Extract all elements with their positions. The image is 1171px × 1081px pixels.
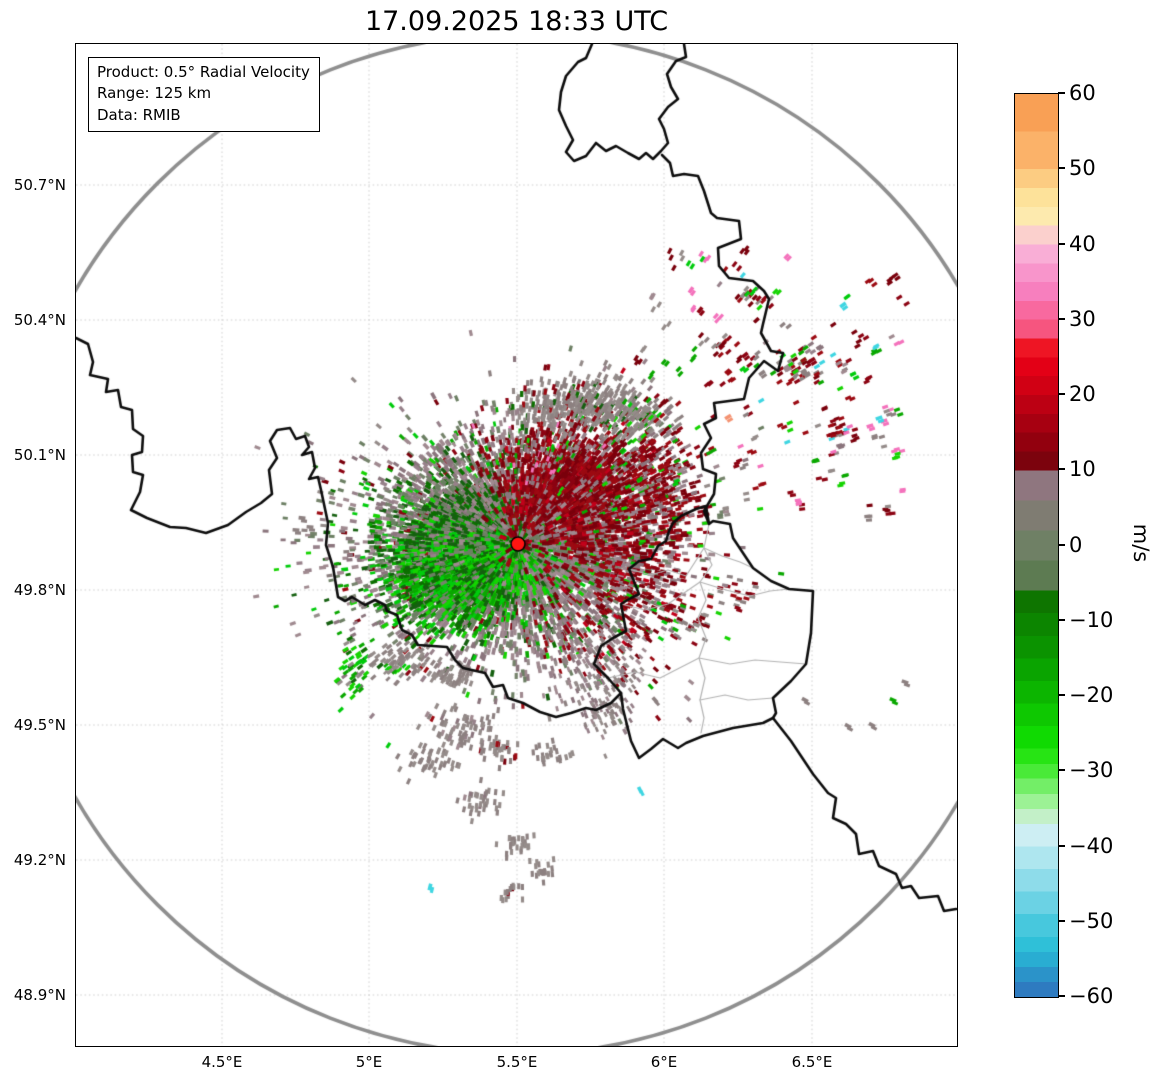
colorbar-tick-label: 20 [1069, 382, 1096, 406]
colorbar-tick-label: 50 [1069, 156, 1096, 181]
colorbar-tick-label: −20 [1069, 683, 1114, 707]
colorbar-tick-mark [1058, 995, 1065, 997]
product-info-box: Product: 0.5° Radial Velocity Range: 125… [88, 57, 320, 132]
colorbar [1014, 93, 1059, 998]
colorbar-tick-mark [1058, 543, 1065, 546]
colorbar-tick-mark [1058, 769, 1065, 772]
colorbar-tick-label: 0 [1069, 532, 1083, 557]
lat-tick-label: 50.7°N [13, 176, 66, 194]
colorbar-tick-label: −40 [1069, 833, 1114, 858]
lat-tick-label: 49.8°N [13, 581, 66, 599]
colorbar-gradient [1015, 94, 1058, 997]
colorbar-tick-label: 60 [1069, 81, 1096, 105]
colorbar-tick-mark [1058, 393, 1065, 395]
lat-tick-label: 50.1°N [13, 446, 66, 464]
lat-tick-label: 49.5°N [13, 716, 66, 734]
lon-tick-label: 6.5°E [791, 1053, 833, 1071]
lon-tick-label: 5.5°E [496, 1053, 538, 1071]
colorbar-tick-mark [1058, 618, 1065, 621]
colorbar-tick-mark [1058, 317, 1065, 320]
lon-tick-label: 4.5°E [201, 1053, 243, 1071]
colorbar-tick-label: −30 [1069, 758, 1114, 783]
lat-tick-label: 50.4°N [13, 311, 66, 329]
lon-tick-label: 6°E [650, 1053, 678, 1071]
info-data-line: Data: RMIB [97, 105, 181, 124]
colorbar-tick-mark [1058, 468, 1065, 471]
colorbar-tick-mark [1058, 167, 1065, 170]
lon-tick-label: 5°E [355, 1053, 383, 1071]
colorbar-tick-label: 30 [1069, 306, 1096, 331]
colorbar-tick-label: −50 [1069, 908, 1114, 933]
colorbar-tick-label: 10 [1069, 457, 1096, 482]
page-title: 17.09.2025 18:33 UTC [364, 6, 669, 37]
colorbar-tick-mark [1058, 844, 1065, 847]
colorbar-tick-label: −10 [1069, 607, 1114, 632]
colorbar-unit-label: m/s [1129, 523, 1154, 563]
colorbar-tick-mark [1058, 242, 1065, 245]
info-product-line: Product: 0.5° Radial Velocity [97, 63, 310, 81]
colorbar-tick-mark [1058, 92, 1065, 94]
lat-tick-label: 48.9°N [13, 986, 66, 1004]
colorbar-tick-mark [1058, 919, 1065, 922]
info-range-line: Range: 125 km [97, 84, 212, 103]
lat-tick-label: 49.2°N [13, 851, 66, 869]
colorbar-tick-label: 40 [1069, 231, 1096, 256]
colorbar-tick-mark [1058, 694, 1065, 696]
colorbar-tick-label: −60 [1069, 984, 1114, 1008]
radar-map-canvas [76, 44, 957, 1046]
